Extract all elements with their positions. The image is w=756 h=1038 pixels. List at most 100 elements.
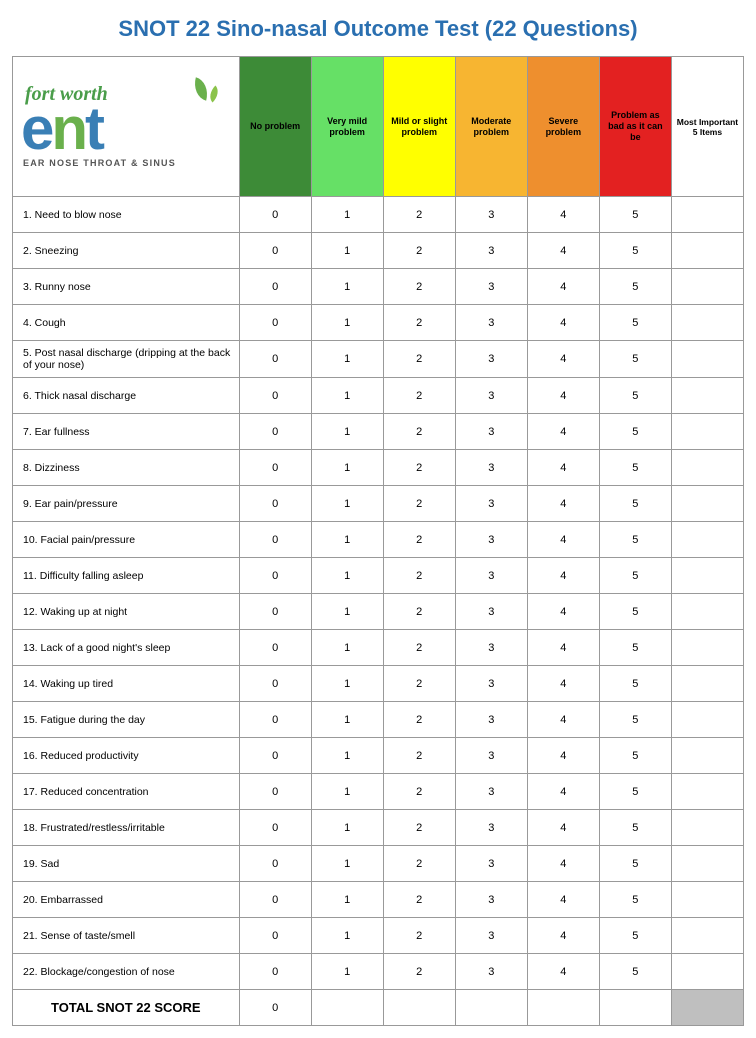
score-cell[interactable]: 4 (527, 918, 599, 954)
important-cell[interactable] (671, 269, 743, 305)
score-cell[interactable]: 1 (311, 486, 383, 522)
score-cell[interactable]: 3 (455, 774, 527, 810)
score-cell[interactable]: 3 (455, 378, 527, 414)
score-cell[interactable]: 5 (599, 738, 671, 774)
score-cell[interactable]: 3 (455, 594, 527, 630)
score-cell[interactable]: 0 (239, 197, 311, 233)
score-cell[interactable]: 1 (311, 594, 383, 630)
score-cell[interactable]: 4 (527, 846, 599, 882)
score-cell[interactable]: 2 (383, 630, 455, 666)
score-cell[interactable]: 3 (455, 269, 527, 305)
important-cell[interactable] (671, 594, 743, 630)
score-cell[interactable]: 0 (239, 269, 311, 305)
score-cell[interactable]: 5 (599, 486, 671, 522)
important-cell[interactable] (671, 846, 743, 882)
important-cell[interactable] (671, 630, 743, 666)
score-cell[interactable]: 2 (383, 197, 455, 233)
score-cell[interactable]: 0 (239, 666, 311, 702)
score-cell[interactable]: 5 (599, 774, 671, 810)
score-cell[interactable]: 5 (599, 666, 671, 702)
score-cell[interactable]: 1 (311, 882, 383, 918)
score-cell[interactable]: 1 (311, 666, 383, 702)
score-cell[interactable]: 1 (311, 702, 383, 738)
score-cell[interactable]: 4 (527, 954, 599, 990)
score-cell[interactable]: 2 (383, 882, 455, 918)
score-cell[interactable]: 2 (383, 954, 455, 990)
score-cell[interactable]: 4 (527, 522, 599, 558)
score-cell[interactable]: 4 (527, 486, 599, 522)
score-cell[interactable]: 2 (383, 558, 455, 594)
score-cell[interactable]: 4 (527, 450, 599, 486)
score-cell[interactable]: 5 (599, 414, 671, 450)
important-cell[interactable] (671, 954, 743, 990)
score-cell[interactable]: 2 (383, 810, 455, 846)
score-cell[interactable]: 1 (311, 738, 383, 774)
important-cell[interactable] (671, 882, 743, 918)
score-cell[interactable]: 0 (239, 882, 311, 918)
score-cell[interactable]: 4 (527, 666, 599, 702)
score-cell[interactable]: 5 (599, 305, 671, 341)
score-cell[interactable]: 2 (383, 450, 455, 486)
score-cell[interactable]: 5 (599, 810, 671, 846)
important-cell[interactable] (671, 197, 743, 233)
score-cell[interactable]: 2 (383, 702, 455, 738)
score-cell[interactable]: 5 (599, 450, 671, 486)
score-cell[interactable]: 5 (599, 269, 671, 305)
score-cell[interactable]: 5 (599, 522, 671, 558)
score-cell[interactable]: 1 (311, 846, 383, 882)
score-cell[interactable]: 1 (311, 269, 383, 305)
score-cell[interactable]: 0 (239, 414, 311, 450)
score-cell[interactable]: 5 (599, 378, 671, 414)
score-cell[interactable]: 3 (455, 882, 527, 918)
score-cell[interactable]: 3 (455, 233, 527, 269)
score-cell[interactable]: 4 (527, 414, 599, 450)
score-cell[interactable]: 1 (311, 954, 383, 990)
score-cell[interactable]: 2 (383, 378, 455, 414)
score-cell[interactable]: 5 (599, 846, 671, 882)
score-cell[interactable]: 5 (599, 197, 671, 233)
score-cell[interactable]: 3 (455, 954, 527, 990)
score-cell[interactable]: 3 (455, 197, 527, 233)
score-cell[interactable]: 0 (239, 522, 311, 558)
score-cell[interactable]: 5 (599, 702, 671, 738)
score-cell[interactable]: 0 (239, 594, 311, 630)
important-cell[interactable] (671, 774, 743, 810)
score-cell[interactable]: 5 (599, 594, 671, 630)
score-cell[interactable]: 1 (311, 630, 383, 666)
important-cell[interactable] (671, 666, 743, 702)
score-cell[interactable]: 0 (239, 630, 311, 666)
important-cell[interactable] (671, 486, 743, 522)
score-cell[interactable]: 4 (527, 233, 599, 269)
score-cell[interactable]: 3 (455, 846, 527, 882)
score-cell[interactable]: 4 (527, 197, 599, 233)
score-cell[interactable]: 4 (527, 774, 599, 810)
score-cell[interactable]: 3 (455, 522, 527, 558)
score-cell[interactable]: 0 (239, 738, 311, 774)
important-cell[interactable] (671, 522, 743, 558)
score-cell[interactable]: 4 (527, 305, 599, 341)
score-cell[interactable]: 4 (527, 594, 599, 630)
score-cell[interactable]: 1 (311, 450, 383, 486)
score-cell[interactable]: 2 (383, 774, 455, 810)
score-cell[interactable]: 2 (383, 918, 455, 954)
score-cell[interactable]: 1 (311, 918, 383, 954)
score-cell[interactable]: 2 (383, 341, 455, 378)
score-cell[interactable]: 2 (383, 522, 455, 558)
score-cell[interactable]: 3 (455, 450, 527, 486)
important-cell[interactable] (671, 414, 743, 450)
score-cell[interactable]: 3 (455, 558, 527, 594)
score-cell[interactable]: 3 (455, 810, 527, 846)
score-cell[interactable]: 4 (527, 269, 599, 305)
important-cell[interactable] (671, 305, 743, 341)
score-cell[interactable]: 1 (311, 233, 383, 269)
score-cell[interactable]: 0 (239, 702, 311, 738)
score-cell[interactable]: 2 (383, 594, 455, 630)
score-cell[interactable]: 4 (527, 630, 599, 666)
important-cell[interactable] (671, 918, 743, 954)
score-cell[interactable]: 0 (239, 233, 311, 269)
score-cell[interactable]: 0 (239, 450, 311, 486)
score-cell[interactable]: 1 (311, 341, 383, 378)
score-cell[interactable]: 3 (455, 630, 527, 666)
score-cell[interactable]: 0 (239, 810, 311, 846)
score-cell[interactable]: 0 (239, 378, 311, 414)
